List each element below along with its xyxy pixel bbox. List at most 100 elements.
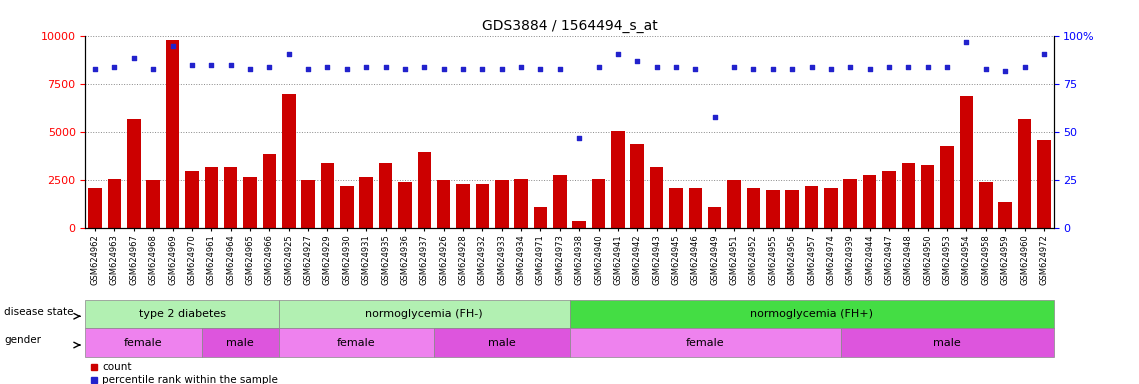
- Bar: [457, 184, 469, 228]
- Bar: [434, 328, 570, 357]
- Point: [513, 64, 531, 70]
- Point: [492, 66, 510, 72]
- Bar: [476, 184, 489, 228]
- Point: [1035, 51, 1054, 57]
- Bar: [186, 171, 198, 228]
- Text: female: female: [337, 338, 376, 348]
- Point: [939, 64, 957, 70]
- Bar: [570, 328, 841, 357]
- Bar: [244, 177, 256, 228]
- Point: [900, 64, 918, 70]
- Point: [358, 64, 376, 70]
- Bar: [282, 94, 295, 228]
- Bar: [437, 180, 450, 228]
- Point: [958, 39, 976, 45]
- Point: [803, 64, 821, 70]
- Title: GDS3884 / 1564494_s_at: GDS3884 / 1564494_s_at: [482, 19, 657, 33]
- Bar: [570, 300, 1054, 328]
- Point: [977, 66, 995, 72]
- Point: [647, 64, 665, 70]
- Bar: [399, 182, 411, 228]
- Bar: [515, 179, 527, 228]
- Text: normoglycemia (FH-): normoglycemia (FH-): [366, 309, 483, 319]
- Bar: [902, 163, 915, 228]
- Bar: [224, 167, 237, 228]
- Point: [726, 64, 744, 70]
- Bar: [689, 188, 702, 228]
- Bar: [921, 165, 934, 228]
- Bar: [941, 146, 953, 228]
- Bar: [883, 171, 895, 228]
- Point: [764, 66, 782, 72]
- Bar: [554, 175, 566, 228]
- Point: [125, 55, 144, 61]
- Point: [241, 66, 260, 72]
- Bar: [263, 154, 276, 228]
- Point: [571, 135, 589, 141]
- Point: [919, 64, 937, 70]
- Point: [182, 62, 202, 68]
- Bar: [708, 207, 721, 228]
- Text: gender: gender: [5, 335, 41, 346]
- Bar: [728, 180, 740, 228]
- Bar: [592, 179, 605, 228]
- Bar: [495, 180, 508, 228]
- Bar: [418, 152, 431, 228]
- Point: [222, 62, 240, 68]
- Point: [629, 58, 647, 65]
- Point: [667, 64, 686, 70]
- Point: [453, 66, 473, 72]
- Bar: [379, 163, 392, 228]
- Point: [842, 64, 860, 70]
- Bar: [205, 167, 218, 228]
- Bar: [108, 179, 121, 228]
- Point: [261, 64, 279, 70]
- Point: [144, 66, 163, 72]
- Point: [474, 66, 492, 72]
- Text: type 2 diabetes: type 2 diabetes: [139, 309, 226, 319]
- Point: [164, 43, 182, 49]
- Bar: [841, 328, 1054, 357]
- Bar: [786, 190, 798, 228]
- Bar: [805, 186, 818, 228]
- Point: [338, 66, 357, 72]
- Text: male: male: [933, 338, 961, 348]
- Point: [822, 66, 841, 72]
- Point: [608, 51, 626, 57]
- Bar: [670, 188, 682, 228]
- Point: [997, 68, 1015, 74]
- Bar: [85, 300, 279, 328]
- Point: [590, 64, 608, 70]
- Text: male: male: [487, 338, 516, 348]
- Bar: [166, 40, 179, 228]
- Point: [551, 66, 570, 72]
- Point: [203, 62, 221, 68]
- Point: [85, 66, 105, 72]
- Bar: [1018, 119, 1031, 228]
- Bar: [631, 144, 644, 228]
- Legend: count, percentile rank within the sample: count, percentile rank within the sample: [91, 362, 278, 384]
- Bar: [279, 300, 570, 328]
- Bar: [999, 202, 1011, 228]
- Point: [376, 64, 395, 70]
- Bar: [825, 188, 837, 228]
- Bar: [650, 167, 663, 228]
- Bar: [279, 328, 434, 357]
- Bar: [612, 131, 624, 228]
- Point: [435, 66, 453, 72]
- Bar: [844, 179, 857, 228]
- Bar: [128, 119, 140, 228]
- Bar: [960, 96, 973, 228]
- Point: [1016, 64, 1034, 70]
- Text: female: female: [686, 338, 724, 348]
- Bar: [321, 163, 334, 228]
- Point: [686, 66, 704, 72]
- Point: [745, 66, 763, 72]
- Bar: [863, 175, 876, 228]
- Point: [880, 64, 899, 70]
- Bar: [202, 328, 279, 357]
- Point: [416, 64, 434, 70]
- Point: [531, 66, 550, 72]
- Bar: [302, 180, 314, 228]
- Bar: [1038, 140, 1050, 228]
